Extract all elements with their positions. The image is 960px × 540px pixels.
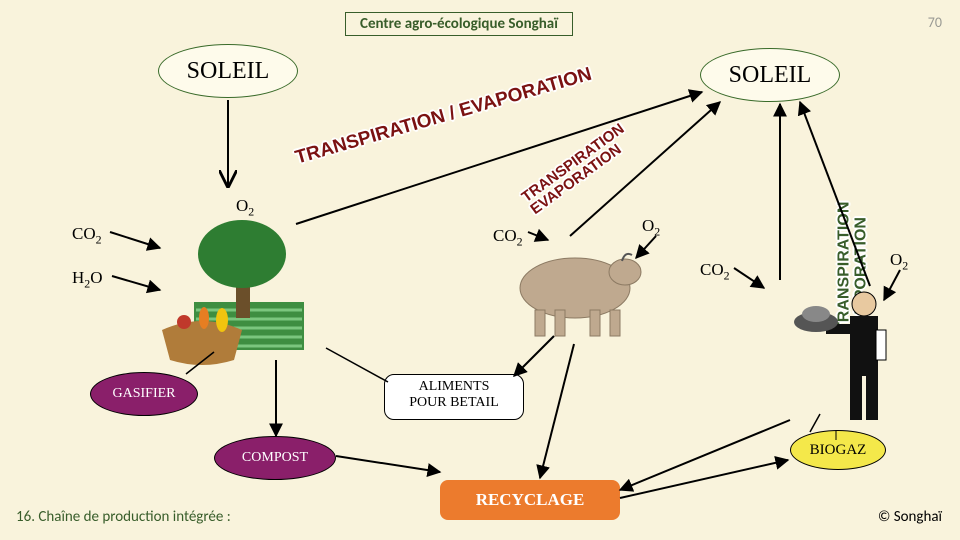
- h2o-mid: O: [90, 268, 102, 287]
- o2-man-base: O: [890, 250, 902, 269]
- co2-left-label: CO2: [72, 224, 102, 247]
- compost-text: COMPOST: [242, 450, 308, 465]
- aliments-line1: ALIMENTS: [385, 379, 523, 395]
- soleil-right: SOLEIL: [700, 48, 840, 102]
- soleil-left-text: SOLEIL: [187, 58, 270, 84]
- co2-left-base: CO: [72, 224, 96, 243]
- footer-right: © Songhaï: [878, 508, 942, 526]
- soleil-right-text: SOLEIL: [729, 62, 812, 88]
- slide-canvas: Centre agro-écologique Songhaï 70 SOLEIL…: [0, 0, 960, 540]
- gasifier-text: GASIFIER: [112, 386, 175, 401]
- header-title-text: Centre agro-écologique Songhaï: [360, 15, 558, 33]
- footer-left: 16. Chaîne de production intégrée :: [16, 508, 231, 526]
- o2-man-sub: 2: [902, 258, 908, 272]
- co2-man-sub: 2: [724, 268, 730, 282]
- recyclage-text: RECYCLAGE: [476, 490, 585, 509]
- h2o-base: H: [72, 268, 84, 287]
- footer-left-text: 16. Chaîne de production intégrée :: [16, 508, 231, 526]
- footer-right-text: © Songhaï: [878, 508, 942, 526]
- transpiration-label-cow: TRANSPIRATION EVAPORATION: [519, 121, 636, 217]
- waiter-illustration: [780, 280, 920, 440]
- co2-man-base: CO: [700, 260, 724, 279]
- aliments-line2: POUR BETAIL: [385, 395, 523, 411]
- biogaz-text: BIOGAZ: [810, 442, 867, 458]
- h2o-label: H2O: [72, 268, 103, 291]
- header-title: Centre agro-écologique Songhaï: [345, 12, 573, 36]
- page-number: 70: [928, 14, 942, 31]
- transpiration-label-main: TRANSPIRATION / EVAPORATION: [293, 64, 594, 170]
- soleil-left: SOLEIL: [158, 44, 298, 98]
- cow-illustration: [490, 228, 660, 348]
- aliments-node: ALIMENTS POUR BETAIL: [384, 374, 524, 420]
- recyclage-node: RECYCLAGE: [440, 480, 620, 520]
- plants-illustration: [150, 210, 350, 370]
- co2-left-sub: 2: [96, 232, 102, 246]
- co2-man-label: CO2: [700, 260, 730, 283]
- o2-man-label: O2: [890, 250, 908, 273]
- transpiration-main-text: TRANSPIRATION / EVAPORATION: [293, 64, 594, 169]
- gasifier-node: GASIFIER: [90, 372, 198, 416]
- compost-node: COMPOST: [214, 436, 336, 480]
